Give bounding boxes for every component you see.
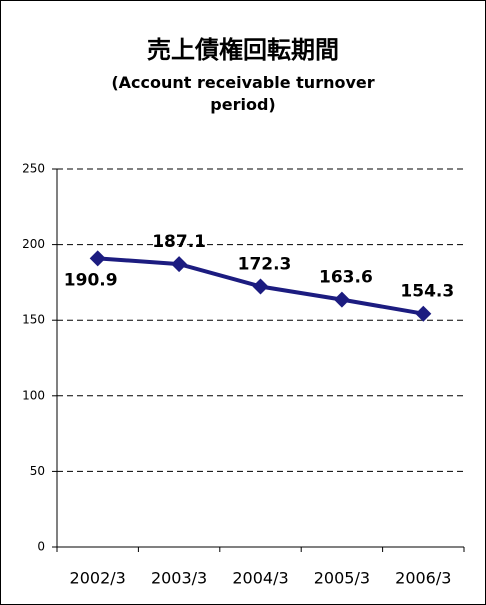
marker (171, 256, 188, 273)
y-tick-label: 100 (22, 388, 45, 402)
y-tick-label: 0 (37, 540, 45, 554)
x-tick-label: 2005/3 (314, 569, 370, 588)
data-label: 190.9 (64, 270, 118, 290)
chart-title: 売上債権回転期間 (147, 36, 339, 64)
x-tick-label: 2002/3 (70, 569, 126, 588)
x-tick-label: 2003/3 (151, 569, 207, 588)
data-label: 154.3 (400, 282, 454, 302)
data-label: 172.3 (238, 254, 292, 274)
y-tick-label: 200 (22, 237, 45, 251)
marker (89, 250, 106, 267)
chart-subtitle: (Account receivable turnover period) (111, 73, 375, 114)
x-tick-label: 2004/3 (232, 569, 288, 588)
y-tick-label: 250 (22, 162, 45, 176)
marker (252, 278, 269, 295)
data-label: 187.1 (152, 232, 206, 252)
y-tick-label: 150 (22, 313, 45, 327)
marker (415, 305, 432, 322)
marker (333, 291, 350, 308)
y-tick-label: 50 (30, 464, 45, 478)
data-label: 163.6 (319, 268, 373, 288)
x-tick-label: 2006/3 (395, 569, 451, 588)
